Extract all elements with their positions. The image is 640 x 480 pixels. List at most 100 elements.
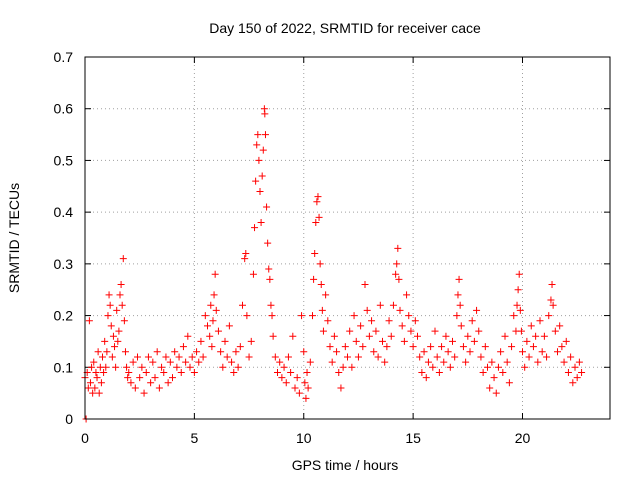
data-point bbox=[311, 250, 319, 258]
data-point bbox=[316, 260, 324, 268]
data-point bbox=[361, 281, 369, 289]
data-point bbox=[446, 363, 454, 371]
data-point bbox=[440, 358, 448, 366]
data-point bbox=[86, 379, 94, 387]
data-point bbox=[556, 322, 564, 330]
data-point bbox=[115, 327, 123, 335]
data-point bbox=[256, 187, 264, 195]
data-point bbox=[376, 301, 384, 309]
data-point bbox=[186, 363, 194, 371]
data-point bbox=[166, 358, 174, 366]
data-point bbox=[242, 250, 250, 258]
plot-frame bbox=[84, 56, 611, 420]
data-point bbox=[575, 358, 583, 366]
data-point bbox=[499, 368, 507, 376]
data-point bbox=[142, 368, 150, 376]
data-point bbox=[263, 203, 271, 211]
data-point bbox=[217, 348, 225, 356]
data-point bbox=[261, 110, 269, 118]
data-point bbox=[134, 353, 141, 361]
data-point bbox=[516, 306, 524, 314]
data-point bbox=[155, 384, 163, 392]
data-point bbox=[241, 255, 249, 263]
data-point bbox=[337, 384, 345, 392]
data-point bbox=[513, 301, 521, 309]
data-point bbox=[411, 317, 419, 325]
data-point bbox=[212, 306, 220, 314]
data-point bbox=[175, 353, 183, 361]
data-point bbox=[94, 348, 102, 356]
data-point bbox=[293, 374, 301, 382]
data-point bbox=[243, 312, 251, 320]
data-point bbox=[348, 363, 356, 371]
data-point bbox=[339, 363, 347, 371]
data-point bbox=[424, 358, 432, 366]
data-point bbox=[306, 358, 314, 366]
data-point bbox=[459, 343, 467, 351]
data-point bbox=[453, 312, 461, 320]
axis-ticks: 0 0.1 0.2 0.3 0.4 0.5 0.6 0.7 0 5 10 15 20 bbox=[54, 49, 610, 446]
data-point bbox=[221, 337, 229, 345]
data-point bbox=[304, 384, 312, 392]
data-point bbox=[162, 353, 170, 361]
data-point bbox=[284, 353, 292, 361]
data-point bbox=[120, 317, 128, 325]
data-point bbox=[236, 343, 244, 351]
data-point bbox=[195, 358, 203, 366]
data-point bbox=[501, 332, 509, 340]
data-point bbox=[475, 327, 483, 335]
x-tick-label: 0 bbox=[81, 430, 89, 446]
data-point bbox=[265, 265, 273, 273]
data-point bbox=[548, 281, 556, 289]
data-point bbox=[456, 301, 464, 309]
data-point bbox=[567, 353, 575, 361]
data-point bbox=[330, 332, 338, 340]
data-point bbox=[558, 343, 566, 351]
x-tick-label: 5 bbox=[190, 430, 198, 446]
data-point bbox=[124, 374, 132, 382]
data-point bbox=[312, 218, 320, 226]
data-point bbox=[438, 343, 446, 351]
data-point bbox=[113, 306, 121, 314]
data-point bbox=[114, 337, 122, 345]
data-point bbox=[206, 332, 214, 340]
data-point bbox=[352, 337, 360, 345]
data-point bbox=[400, 337, 408, 345]
y-tick-label: 0.1 bbox=[54, 359, 74, 375]
data-point bbox=[295, 389, 303, 397]
data-point bbox=[547, 296, 555, 304]
data-point bbox=[269, 332, 277, 340]
data-point bbox=[302, 394, 310, 402]
data-point bbox=[503, 358, 511, 366]
data-point bbox=[451, 353, 459, 361]
data-point bbox=[112, 363, 120, 371]
data-point bbox=[104, 312, 112, 320]
data-point bbox=[100, 368, 108, 376]
data-point bbox=[515, 270, 523, 278]
data-point bbox=[549, 301, 557, 309]
data-point bbox=[116, 291, 124, 299]
x-tick-label: 10 bbox=[296, 430, 312, 446]
data-point bbox=[287, 368, 295, 376]
data-point bbox=[228, 358, 236, 366]
data-point bbox=[173, 363, 181, 371]
data-point bbox=[545, 312, 553, 320]
data-point bbox=[97, 379, 105, 387]
data-point bbox=[416, 353, 424, 361]
data-point bbox=[315, 213, 323, 221]
data-point bbox=[455, 275, 463, 283]
data-point bbox=[578, 368, 586, 376]
data-point bbox=[395, 275, 403, 283]
data-point bbox=[534, 358, 542, 366]
data-point bbox=[261, 131, 269, 139]
data-point bbox=[365, 332, 373, 340]
data-point bbox=[393, 260, 401, 268]
data-point bbox=[407, 327, 415, 335]
x-tick-label: 20 bbox=[515, 430, 531, 446]
data-point bbox=[457, 322, 465, 330]
data-point bbox=[431, 327, 439, 335]
y-tick-label: 0.2 bbox=[54, 308, 74, 324]
x-tick-label: 15 bbox=[405, 430, 421, 446]
data-point bbox=[249, 270, 257, 278]
data-point bbox=[497, 348, 505, 356]
